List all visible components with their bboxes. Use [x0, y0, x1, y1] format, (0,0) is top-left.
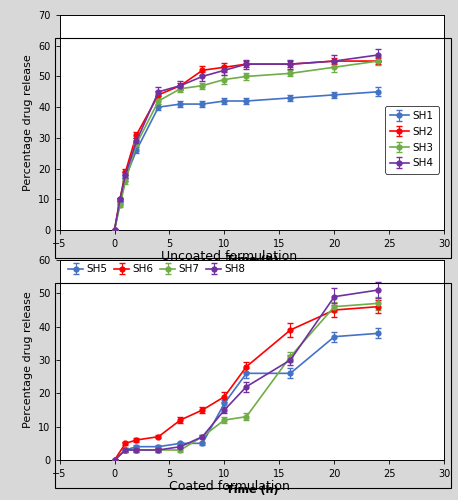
Y-axis label: Percentage drug release: Percentage drug release [22, 54, 33, 191]
Text: Coated formulation: Coated formulation [169, 480, 289, 493]
Y-axis label: Percentage drug release: Percentage drug release [22, 292, 33, 428]
Text: Uncoated formulation: Uncoated formulation [161, 250, 297, 263]
Legend: SH5, SH6, SH7, SH8: SH5, SH6, SH7, SH8 [65, 261, 249, 278]
X-axis label: Time (h): Time (h) [226, 484, 278, 494]
Legend: SH1, SH2, SH3, SH4: SH1, SH2, SH3, SH4 [385, 106, 439, 174]
X-axis label: Time (h): Time (h) [226, 254, 278, 264]
